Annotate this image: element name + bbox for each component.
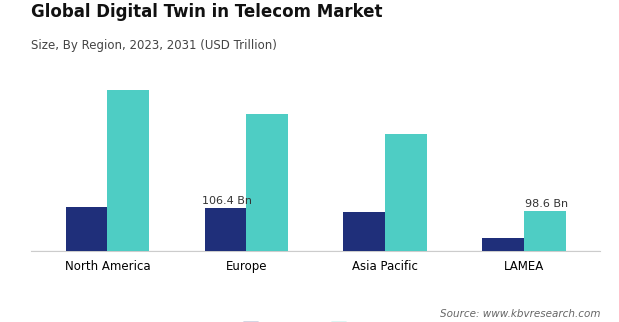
Text: 106.4 Bn: 106.4 Bn (202, 196, 252, 206)
Bar (344, 212, 385, 251)
Text: Global Digital Twin in Telecom Market: Global Digital Twin in Telecom Market (31, 3, 383, 21)
Legend: 2023, 2031: 2023, 2031 (240, 318, 392, 322)
Bar (246, 114, 288, 251)
Bar (204, 208, 246, 251)
Bar (482, 238, 524, 251)
Text: Source: www.kbvresearch.com: Source: www.kbvresearch.com (440, 309, 600, 319)
Bar (385, 135, 427, 251)
Text: Size, By Region, 2023, 2031 (USD Trillion): Size, By Region, 2023, 2031 (USD Trillio… (31, 39, 277, 52)
Text: 98.6 Bn: 98.6 Bn (526, 199, 568, 210)
Bar (524, 212, 566, 251)
Bar (66, 207, 107, 251)
Bar (107, 90, 149, 251)
